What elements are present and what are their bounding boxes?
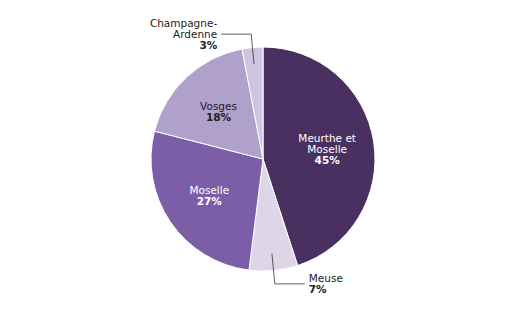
data-label-line: 7%: [309, 283, 327, 295]
data-label: Vosges18%: [200, 100, 237, 123]
slice: [242, 47, 263, 159]
data-label: Champagne-Ardenne3%: [150, 17, 218, 51]
leader-line: [221, 34, 254, 64]
data-label-line: 3%: [199, 39, 217, 51]
data-label: Meurthe etMoselle45%: [298, 132, 356, 166]
data-label: Meuse7%: [309, 272, 343, 295]
data-labels: Meurthe etMoselle45% Meuse7% Moselle27% Vos…: [150, 17, 356, 295]
pie: [151, 47, 375, 271]
data-label-line: 27%: [197, 195, 223, 207]
leader-line: [272, 254, 305, 284]
data-label: Moselle27%: [189, 184, 229, 207]
data-label-line: 18%: [206, 111, 232, 123]
chart: Meurthe etMoselle45% Meuse7% Moselle27% Vos…: [0, 0, 526, 318]
data-label-line: 45%: [315, 154, 341, 166]
